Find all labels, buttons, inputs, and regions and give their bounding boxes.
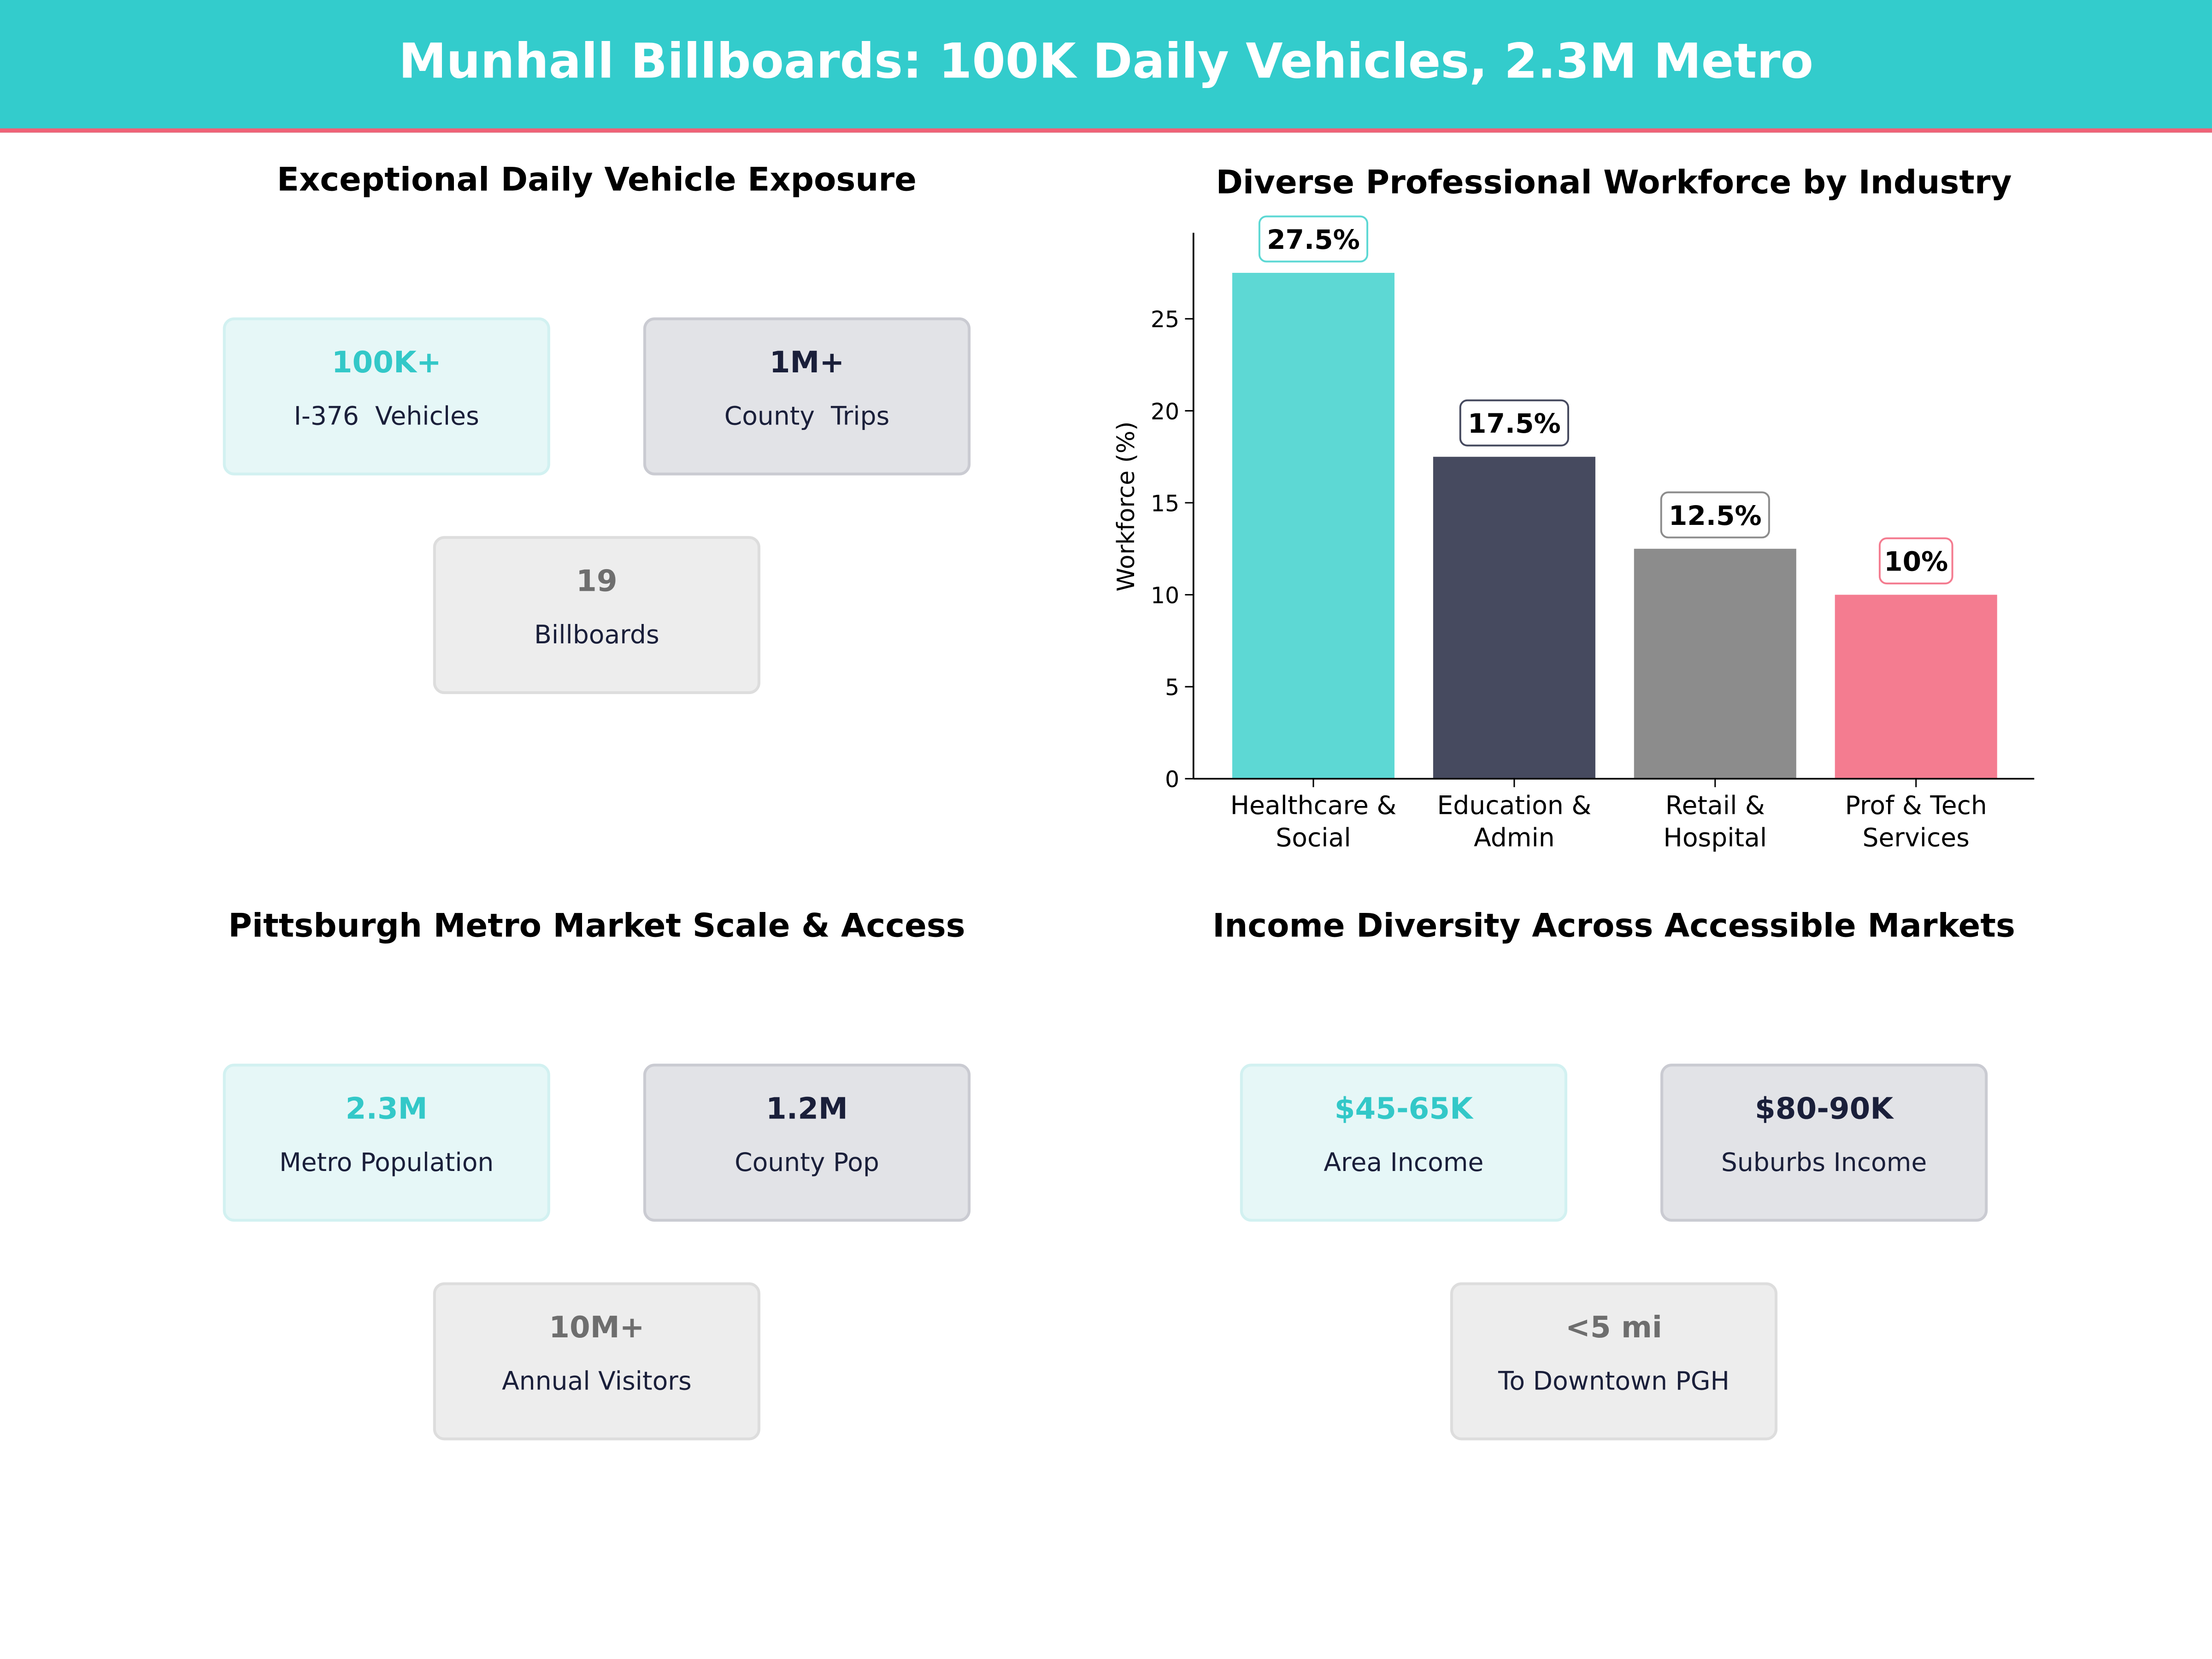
stat-card-downtown-distance: <5 mi To Downtown PGH — [1450, 1282, 1778, 1441]
stat-value: <5 mi — [1565, 1310, 1663, 1345]
data-label-box — [1258, 215, 1369, 263]
stat-card-area-income: $45-65K Area Income — [1240, 1064, 1567, 1222]
stat-value: 1.2M — [766, 1092, 848, 1126]
data-label: 12.5% — [1669, 500, 1762, 531]
stat-label: Metro Population — [279, 1148, 494, 1178]
data-label: 27.5% — [1267, 224, 1360, 255]
data-label-box — [1459, 399, 1569, 447]
header-banner: Munhall Billboards: 100K Daily Vehicles,… — [0, 0, 2212, 133]
y-tick-label: 0 — [1165, 766, 1179, 793]
stat-label: County Trips — [724, 402, 890, 432]
bar — [1232, 273, 1394, 779]
workforce-bar-chart: Diverse Professional Workforce by Indust… — [1112, 163, 2035, 853]
y-tick-label: 25 — [1151, 306, 1179, 333]
stat-card-trips: 1M+ County Trips — [643, 317, 971, 476]
data-label-box — [1878, 537, 1953, 585]
income-title: Income Diversity Across Accessible Marke… — [1212, 908, 2015, 946]
stat-label: Annual Visitors — [502, 1367, 692, 1397]
stat-label: Area Income — [1324, 1148, 1484, 1178]
stat-label: I-376 Vehicles — [294, 402, 479, 432]
y-tick-label: 10 — [1151, 582, 1179, 609]
stat-card-vehicles: 100K+ I-376 Vehicles — [223, 317, 550, 476]
y-tick-label: 20 — [1151, 399, 1179, 425]
page-title: Munhall Billboards: 100K Daily Vehicles,… — [398, 34, 1813, 90]
x-tick-label: Social — [1276, 823, 1351, 853]
stat-value: 2.3M — [345, 1092, 428, 1126]
stat-value: $80-90K — [1755, 1092, 1894, 1126]
x-tick-label: Hospital — [1663, 823, 1767, 853]
data-label: 17.5% — [1468, 408, 1561, 439]
data-label: 10% — [1884, 546, 1948, 577]
bar — [1835, 594, 1997, 779]
y-tick-label: 5 — [1165, 675, 1179, 701]
chart-title: Diverse Professional Workforce by Indust… — [1216, 163, 2012, 201]
stat-value: 10M+ — [549, 1310, 645, 1345]
bar — [1433, 457, 1595, 779]
x-tick-label: Admin — [1474, 823, 1555, 853]
x-tick-label: Services — [1863, 823, 1970, 853]
stat-value: 19 — [576, 564, 618, 598]
stat-label: County Pop — [735, 1148, 879, 1178]
data-label-box — [1660, 491, 1770, 539]
stat-label: Billboards — [534, 620, 659, 651]
stat-card-metro-pop: 2.3M Metro Population — [223, 1064, 550, 1222]
stat-card-county-pop: 1.2M County Pop — [643, 1064, 971, 1222]
stat-value: $45-65K — [1334, 1092, 1473, 1126]
stat-card-visitors: 10M+ Annual Visitors — [433, 1282, 760, 1441]
stat-label: Suburbs Income — [1721, 1148, 1927, 1178]
x-tick-label: Prof & Tech — [1845, 790, 1987, 820]
x-tick-label: Retail & — [1665, 790, 1765, 820]
stat-label: To Downtown PGH — [1498, 1367, 1730, 1397]
x-tick-label: Education & — [1437, 790, 1592, 820]
stat-card-suburbs-income: $80-90K Suburbs Income — [1660, 1064, 1988, 1222]
exposure-title: Exceptional Daily Vehicle Exposure — [276, 162, 917, 199]
stat-value: 100K+ — [331, 345, 441, 380]
bar — [1634, 548, 1796, 779]
y-tick-label: 15 — [1151, 490, 1179, 517]
stat-card-billboards: 19 Billboards — [433, 536, 760, 694]
metro-title: Pittsburgh Metro Market Scale & Access — [228, 908, 965, 946]
stat-value: 1M+ — [769, 345, 845, 380]
y-axis-label: Workforce (%) — [1112, 421, 1140, 591]
x-tick-label: Healthcare & — [1230, 790, 1397, 820]
